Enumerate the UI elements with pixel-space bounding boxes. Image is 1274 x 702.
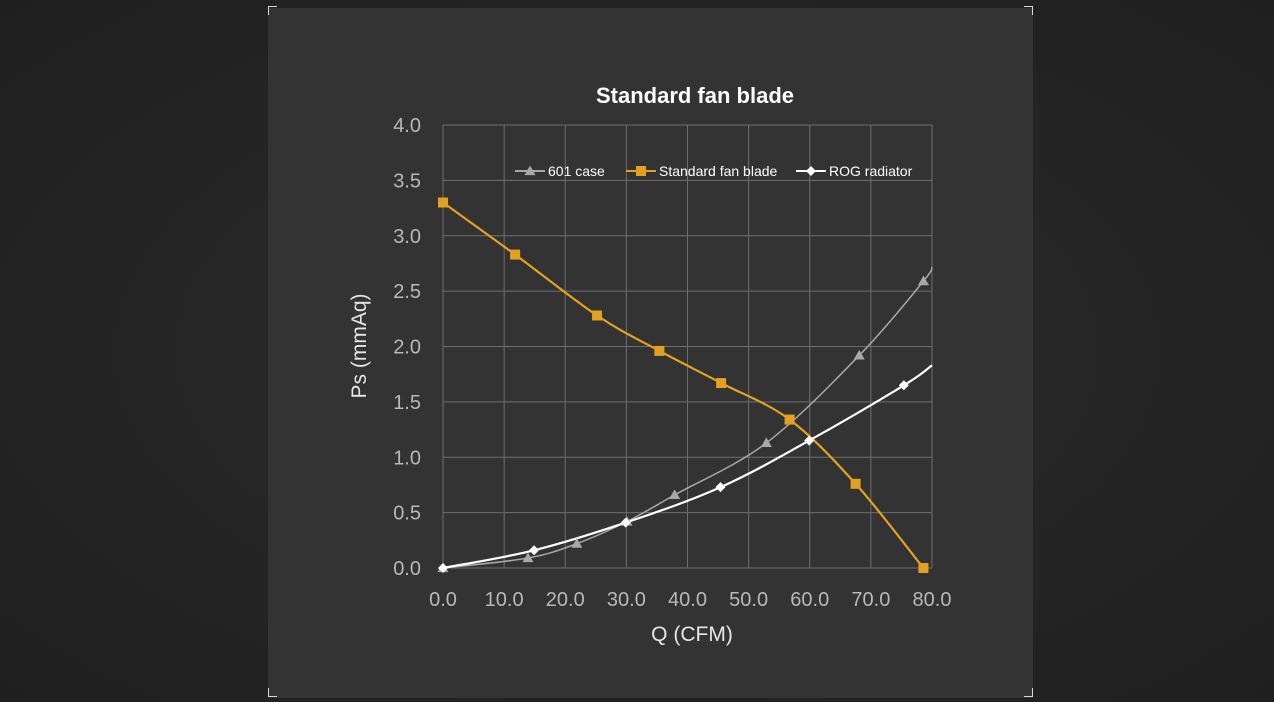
y-tick-label: 3.5 bbox=[393, 170, 421, 192]
data-point-rog-radiator bbox=[804, 435, 815, 446]
data-point-601-case bbox=[760, 437, 772, 447]
x-tick-label: 0.0 bbox=[429, 589, 457, 611]
series-markers bbox=[437, 197, 929, 573]
legend: 601 case Standard fan blade ROG radiator bbox=[515, 163, 913, 179]
legend-label-rog-radiator: ROG radiator bbox=[829, 163, 913, 179]
data-point-601-case bbox=[669, 489, 681, 500]
data-point-rog-radiator bbox=[898, 380, 909, 391]
crop-corner-bottom-left bbox=[268, 688, 277, 697]
x-tick-label: 70.0 bbox=[851, 589, 890, 611]
data-point-601-case bbox=[917, 275, 929, 286]
data-point-rog-radiator bbox=[620, 517, 631, 528]
legend-label-standard-fan-blade: Standard fan blade bbox=[659, 163, 778, 179]
y-tick-label: 4.0 bbox=[393, 115, 421, 137]
crop-corner-bottom-right bbox=[1024, 688, 1033, 697]
x-axis-label: Q (CFM) bbox=[651, 623, 733, 646]
series-line-601-case bbox=[442, 266, 933, 569]
chart-panel bbox=[268, 8, 1033, 698]
y-tick-label: 1.0 bbox=[393, 447, 421, 469]
crop-corner-top-right bbox=[1024, 6, 1033, 15]
legend-label-601-case: 601 case bbox=[548, 163, 605, 179]
data-point-standard-fan-blade bbox=[592, 310, 603, 321]
legend-marker-standard-fan-blade bbox=[636, 166, 646, 176]
x-tick-label: 40.0 bbox=[668, 589, 707, 611]
data-point-rog-radiator bbox=[438, 563, 448, 573]
y-tick-labels: 0.0 0.5 1.0 1.5 2.0 2.5 3.0 3.5 4.0 bbox=[393, 115, 421, 580]
y-tick-label: 0.5 bbox=[393, 503, 421, 525]
legend-marker-rog-radiator bbox=[806, 166, 816, 176]
x-tick-labels: 0.0 10.0 20.0 30.0 40.0 50.0 60.0 70.0 80.0 bbox=[429, 589, 951, 611]
y-tick-label: 2.5 bbox=[393, 281, 421, 303]
data-point-601-case bbox=[853, 349, 865, 360]
data-point-standard-fan-blade bbox=[918, 563, 929, 573]
data-point-standard-fan-blade bbox=[716, 378, 727, 389]
y-tick-label: 3.0 bbox=[393, 226, 421, 248]
data-point-rog-radiator bbox=[715, 482, 726, 493]
data-point-rog-radiator bbox=[529, 545, 540, 556]
x-tick-label: 20.0 bbox=[546, 589, 585, 611]
y-tick-label: 2.0 bbox=[393, 337, 421, 359]
crop-corner-top-left bbox=[268, 6, 277, 15]
y-tick-label: 1.5 bbox=[393, 392, 421, 414]
y-tick-label: 0.0 bbox=[393, 558, 421, 580]
data-point-601-case bbox=[571, 538, 583, 548]
x-tick-label: 10.0 bbox=[485, 589, 524, 611]
x-tick-label: 60.0 bbox=[790, 589, 829, 611]
grid bbox=[442, 124, 933, 569]
data-point-standard-fan-blade bbox=[784, 414, 795, 425]
data-point-standard-fan-blade bbox=[438, 197, 448, 208]
data-point-601-case bbox=[522, 552, 534, 563]
chart-title: Standard fan blade bbox=[596, 83, 794, 108]
data-point-standard-fan-blade bbox=[510, 249, 521, 260]
y-axis-label: Ps (mmAq) bbox=[348, 294, 371, 399]
x-tick-label: 50.0 bbox=[729, 589, 768, 611]
data-point-standard-fan-blade bbox=[654, 345, 665, 356]
x-tick-label: 80.0 bbox=[913, 589, 952, 611]
data-point-standard-fan-blade bbox=[850, 478, 861, 489]
x-tick-label: 30.0 bbox=[607, 589, 646, 611]
legend-marker-601-case bbox=[524, 165, 536, 176]
